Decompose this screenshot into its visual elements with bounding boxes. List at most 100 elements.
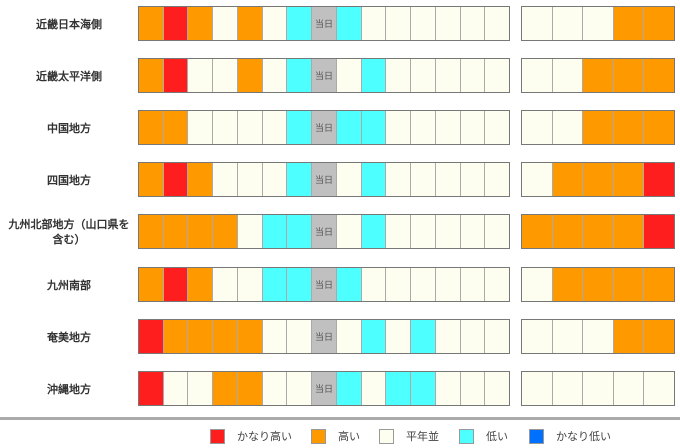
legend-item: 低い: [459, 428, 508, 444]
today-cell: 当日: [312, 111, 337, 144]
forecast-cell: [188, 59, 214, 92]
forecast-cell: [522, 7, 553, 40]
forecast-cell: [287, 268, 313, 301]
forecast-cell: [237, 7, 263, 40]
forecast-cell: [411, 372, 436, 405]
forecast-cell: [188, 320, 214, 353]
left-period: 当日: [138, 371, 510, 406]
forecast-cell: [435, 7, 461, 40]
forecast-cell: [287, 59, 313, 92]
today-cell: 当日: [312, 163, 337, 196]
forecast-cell: [485, 163, 510, 196]
forecast-cell: [213, 163, 238, 196]
legend-label: 平年並: [406, 430, 439, 443]
legend-item: 平年並: [379, 428, 439, 444]
forecast-cell: [522, 268, 553, 301]
forecast-cell: [237, 111, 263, 144]
forecast-cell: [213, 7, 238, 40]
forecast-cell: [552, 268, 584, 301]
forecast-cell: [522, 320, 553, 353]
forecast-cell: [213, 215, 238, 248]
legend-label: かなり低い: [556, 430, 611, 443]
forecast-cell: [139, 268, 164, 301]
forecast-cell: [644, 59, 674, 92]
left-period: 当日: [138, 58, 510, 93]
forecast-cell: [163, 372, 189, 405]
forecast-cell: [435, 59, 461, 92]
forecast-cell: [361, 111, 387, 144]
forecast-cell: [237, 320, 263, 353]
forecast-cell: [163, 320, 189, 353]
legend-label: かなり高い: [237, 430, 292, 443]
forecast-cell: [485, 372, 510, 405]
forecast-cell: [552, 215, 584, 248]
forecast-cell: [435, 372, 461, 405]
forecast-cell: [522, 59, 553, 92]
forecast-cell: [163, 7, 189, 40]
forecast-cell: [262, 215, 288, 248]
forecast-cell: [552, 163, 584, 196]
left-period: 当日: [138, 110, 510, 145]
legend-swatch: [529, 428, 544, 444]
forecast-cell: [460, 320, 486, 353]
region-label: 近畿日本海側: [36, 17, 102, 31]
legend-swatch: [379, 428, 394, 444]
forecast-cell: [411, 59, 436, 92]
forecast-cell: [485, 59, 510, 92]
forecast-cell: [139, 163, 164, 196]
forecast-cell: [262, 59, 288, 92]
forecast-cell: [336, 59, 362, 92]
forecast-cell: [435, 268, 461, 301]
forecast-cell: [336, 7, 362, 40]
forecast-cell: [583, 7, 614, 40]
forecast-cell: [644, 163, 674, 196]
forecast-cell: [644, 320, 674, 353]
forecast-cell: [237, 215, 263, 248]
legend-label: 高い: [338, 430, 360, 443]
forecast-cell: [613, 320, 645, 353]
forecast-cell: [213, 372, 238, 405]
forecast-cell: [583, 320, 614, 353]
forecast-cell: [262, 163, 288, 196]
forecast-cell: [386, 268, 412, 301]
forecast-cell: [613, 372, 645, 405]
forecast-cell: [139, 7, 164, 40]
left-period: 当日: [138, 214, 510, 249]
forecast-cell: [262, 320, 288, 353]
forecast-cell: [287, 163, 313, 196]
right-period: [521, 214, 675, 249]
forecast-cell: [188, 268, 214, 301]
legend-item: かなり低い: [529, 428, 611, 444]
region-label: 四国地方: [47, 173, 91, 187]
forecast-cell: [336, 320, 362, 353]
region-label: 九州南部: [47, 278, 91, 292]
forecast-cell: [336, 372, 362, 405]
forecast-cell: [188, 163, 214, 196]
legend-swatch: [311, 428, 326, 444]
forecast-cell: [163, 163, 189, 196]
today-cell: 当日: [312, 7, 337, 40]
right-period: [521, 371, 675, 406]
forecast-cell: [460, 59, 486, 92]
forecast-cell: [361, 372, 387, 405]
forecast-cell: [485, 215, 510, 248]
today-cell: 当日: [312, 268, 337, 301]
forecast-cell: [237, 59, 263, 92]
forecast-cell: [336, 268, 362, 301]
forecast-cell: [613, 59, 645, 92]
forecast-cell: [139, 372, 164, 405]
forecast-cell: [361, 320, 387, 353]
forecast-cell: [460, 7, 486, 40]
region-label: 中国地方: [47, 121, 91, 135]
forecast-cell: [287, 372, 313, 405]
forecast-cell: [583, 372, 614, 405]
legend-label: 低い: [486, 430, 508, 443]
forecast-cell: [460, 163, 486, 196]
forecast-cell: [485, 111, 510, 144]
forecast-cell: [361, 163, 387, 196]
forecast-cell: [644, 215, 674, 248]
today-cell: 当日: [312, 372, 337, 405]
right-period: [521, 319, 675, 354]
forecast-cell: [237, 268, 263, 301]
right-period: [521, 110, 675, 145]
